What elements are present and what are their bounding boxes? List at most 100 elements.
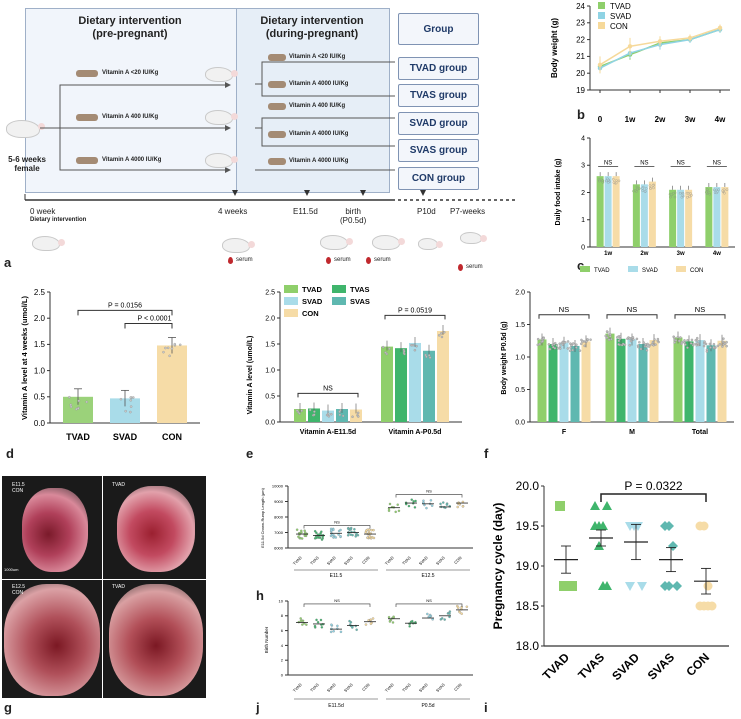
x-tick-label: SVAS [645,650,677,682]
serum-label-3: serum [374,257,391,263]
embryo-label-4: TVAD [112,584,125,590]
y-tick-label: 1.5 [515,322,525,329]
significance-label: P < 0.0001 [138,315,172,322]
data-point [580,338,583,342]
data-point [330,623,333,626]
significance-bracket [538,314,590,319]
data-point [339,630,343,634]
bar [596,176,604,247]
data-point [351,626,354,629]
data-point [353,528,356,531]
data-point [164,346,167,350]
data-point [677,339,681,343]
data-point [124,409,127,413]
food-icon-during-1 [268,54,286,61]
x-tick-label: TVAS [401,555,412,566]
significance-bracket [303,603,371,607]
data-point [437,334,441,337]
data-point [618,335,622,338]
data-point [578,349,582,352]
y-tick-label: 8 [281,613,284,618]
blood-drop-icon-3 [366,257,371,264]
legend-label: TVAD [594,268,610,274]
data-point [601,181,605,184]
significance-label: NS [334,520,340,525]
data-point [558,345,562,348]
data-point [368,535,371,538]
data-point [703,340,706,343]
data-point [636,345,640,349]
embryo-label-1: E11.5 CON [12,482,25,494]
data-point [364,531,368,534]
data-point [725,188,729,191]
chart-food-intake: 0 1 2 3 4 Daily food intake (g) 1w NS 2w NS 3w NS 4w… [555,135,735,274]
data-point [608,333,612,336]
y-tick-label: 1.0 [515,354,525,361]
data-point [336,624,339,628]
data-point [694,338,698,342]
start-label: 5-6 weeks female [8,155,46,173]
bar [640,184,648,247]
chart-body-weight-p05: 0.0 0.5 1.0 1.5 2.0 Body weight P0.5d (g) F NS M… [501,289,734,436]
bar [437,331,449,422]
data-point [632,189,635,193]
data-point [705,190,708,194]
data-point [298,536,302,540]
bar [713,187,721,247]
data-point [338,413,342,417]
data-point [298,412,301,415]
data-point [676,336,680,339]
data-point [716,344,719,348]
data-point [308,408,312,412]
embryo-shape [117,486,195,572]
x-tick-label: 2w [655,115,666,124]
bar [649,340,659,422]
y-axis-label: Daily food intake (g) [555,159,562,226]
data-point [570,344,573,347]
y-tick-label: 0.5 [265,393,275,400]
during-diet-1: Vitamin A <20 IU/Kg [289,54,346,60]
y-tick-label: 21 [576,52,585,61]
data-point [456,606,460,609]
data-point [542,337,545,340]
x-tick-label: TVAD [66,432,90,442]
data-point [670,193,674,197]
data-point [356,411,360,415]
significance-label: NS [713,161,721,167]
data-point [538,342,542,346]
bar [648,181,656,247]
y-tick-label: 2 [281,658,284,663]
data-point [695,336,699,340]
panel-j-letter: j [256,700,260,715]
mouse-pre-3-icon [205,153,238,168]
group-label: E11.5 [330,573,343,579]
data-point [641,187,644,190]
data-point [315,618,318,622]
data-point [615,181,618,185]
y-tick-label: 24 [576,2,585,11]
data-point [330,413,333,416]
data-point [426,612,429,616]
data-point [355,628,358,631]
y-axis-label: Body weight (g) [550,18,559,78]
data-point [300,409,303,413]
y-tick-label: 4 [281,643,284,648]
data-point [68,395,71,399]
data-point [325,413,329,417]
data-point [672,192,675,195]
y-tick-label: 2.0 [265,315,275,322]
timeline-axis [24,190,515,201]
mouse-timeline-birth-icon [372,235,405,250]
data-point [708,342,712,346]
bar [684,341,694,422]
data-point [387,509,391,513]
data-point [723,342,727,346]
data-point [635,185,639,189]
data-point [712,342,716,346]
data-point [548,347,552,351]
data-point [330,529,333,532]
chart-vitamin-a-level: 0.0 0.5 1.0 1.5 2.0 2.5 Vitamin A level (umol/… [247,285,462,436]
bar [706,345,716,422]
data-point [716,190,719,193]
data-point [300,537,304,540]
